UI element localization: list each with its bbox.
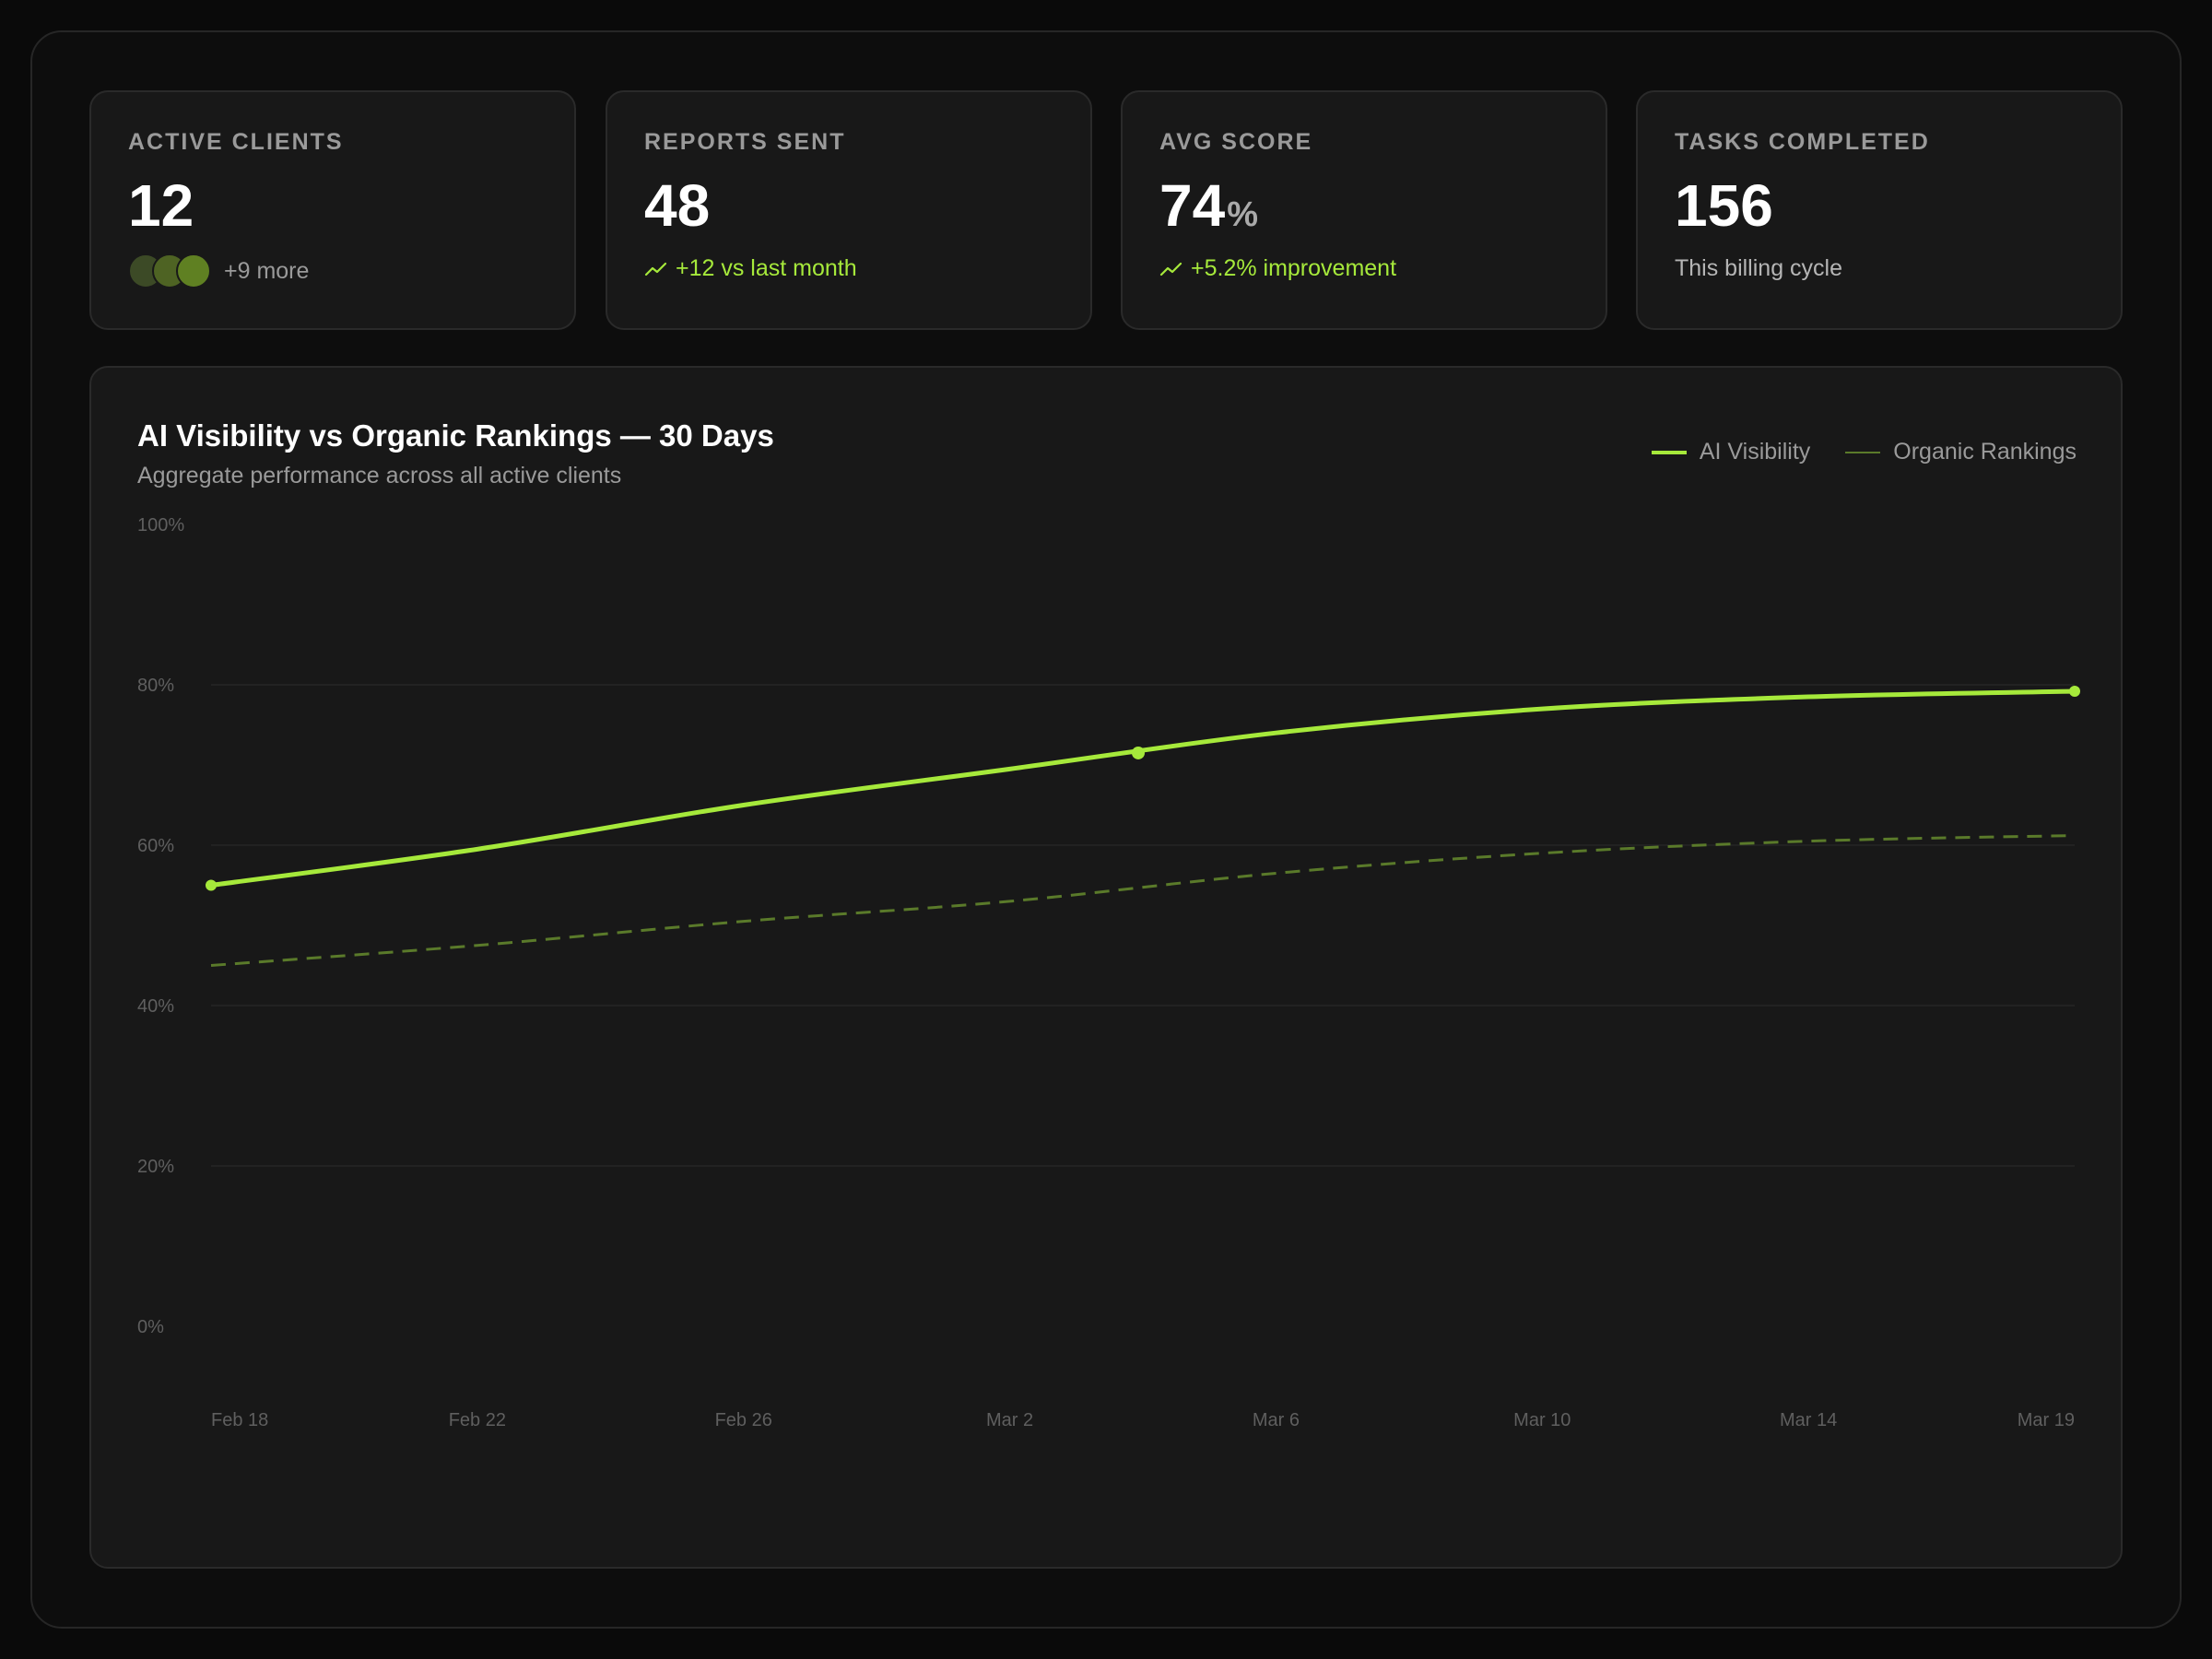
stat-change: +5.2% improvement [1191, 255, 1397, 281]
stat-label: AVG SCORE [1159, 129, 1313, 155]
data-point-endpoint[interactable] [2069, 685, 2080, 697]
data-point-highlight[interactable] [1132, 746, 1145, 759]
stat-card-tasks-completed[interactable]: TASKS COMPLETED 156 This billing cycle [1636, 90, 2123, 330]
stat-sub: +12 vs last month [644, 255, 1053, 282]
x-tick-label: Feb 22 [449, 1410, 506, 1430]
stat-label: REPORTS SENT [644, 129, 846, 155]
stat-value: 12 [128, 172, 194, 239]
legend-swatch [1845, 451, 1881, 453]
x-tick-label: Mar 2 [986, 1410, 1033, 1430]
data-point-endpoint[interactable] [206, 879, 217, 891]
chart-legend: AI Visibility Organic Rankings [1651, 439, 2077, 465]
stat-sub: +5.2% improvement [1159, 255, 1569, 282]
legend-label: AI Visibility [1699, 439, 1811, 465]
stat-value: 74% [1159, 176, 1569, 235]
x-tick-label: Mar 14 [1780, 1410, 1837, 1430]
x-tick-label: Feb 18 [211, 1410, 268, 1430]
trending-up-icon [1159, 262, 1182, 276]
more-clients-link[interactable]: +9 more [224, 257, 310, 284]
y-tick-label: 20% [137, 1157, 174, 1177]
series-line-ai-visibility[interactable] [208, 688, 2077, 888]
chart-subtitle: Aggregate performance across all active … [137, 463, 622, 488]
stat-card-avg-score[interactable]: AVG SCORE 74% +5.2% improvement [1121, 90, 1607, 330]
stat-card-active-clients[interactable]: ACTIVE CLIENTS 12 +9 more [89, 90, 576, 330]
x-tick-label: Mar 6 [1253, 1410, 1300, 1430]
line-chart[interactable]: 0% 20% 40% 60% 80% 100% Feb 18 Feb 22 Feb 26 Mar … [91, 368, 2124, 1571]
avatar-stack[interactable] [128, 253, 211, 288]
stat-label: ACTIVE CLIENTS [128, 129, 344, 155]
series-line-organic-rankings[interactable] [210, 834, 2076, 967]
stat-value: 156 [1675, 172, 1773, 239]
y-tick-label: 0% [137, 1317, 164, 1337]
stat-card-reports-sent[interactable]: REPORTS SENT 48 +12 vs last month [606, 90, 1092, 330]
y-tick-label: 80% [137, 676, 174, 696]
legend-swatch [1651, 450, 1687, 454]
chart-title: AI Visibility vs Organic Rankings — 30 D… [137, 418, 774, 453]
y-tick-label: 100% [137, 515, 184, 535]
stat-sub: +9 more [128, 253, 537, 288]
performance-chart-card: AI Visibility vs Organic Rankings — 30 D… [89, 366, 2123, 1569]
avatar [176, 253, 211, 288]
stat-value: 48 [644, 172, 711, 239]
legend-item-ai-visibility[interactable]: AI Visibility [1651, 439, 1811, 465]
trending-up-icon [644, 262, 667, 276]
x-tick-label: Feb 26 [715, 1410, 772, 1430]
stat-number: 74 [1159, 172, 1226, 239]
stat-change: +12 vs last month [676, 255, 857, 281]
x-tick-label: Mar 19 [2018, 1410, 2075, 1430]
x-tick-label: Mar 10 [1513, 1410, 1571, 1430]
stat-unit: % [1227, 195, 1258, 234]
y-tick-label: 60% [137, 836, 174, 856]
y-tick-label: 40% [137, 996, 174, 1017]
legend-item-organic-rankings[interactable]: Organic Rankings [1845, 439, 2077, 465]
stat-label: TASKS COMPLETED [1675, 129, 1930, 155]
legend-label: Organic Rankings [1893, 439, 2077, 465]
stat-sub: This billing cycle [1675, 255, 1843, 281]
